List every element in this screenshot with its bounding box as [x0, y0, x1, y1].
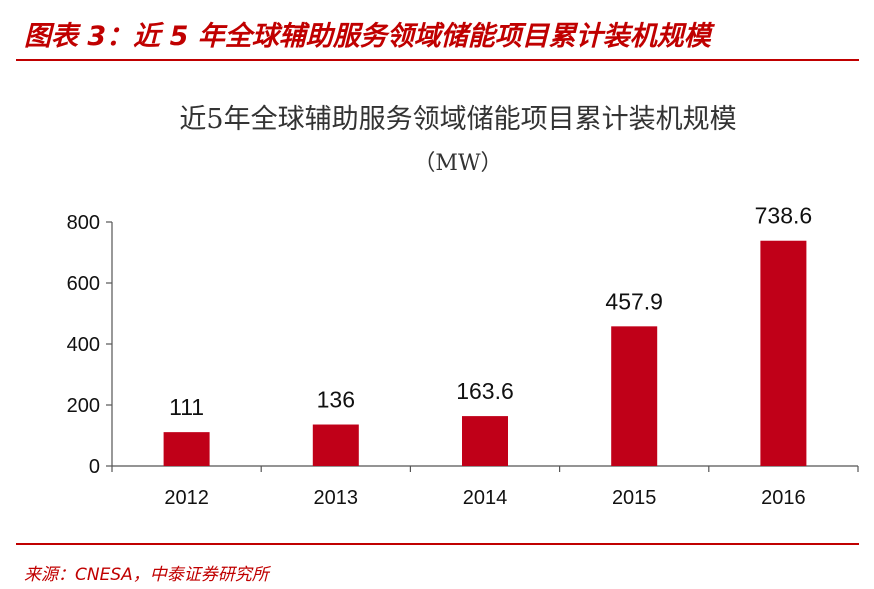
y-tick-label: 800: [67, 212, 100, 234]
bar-2016: [760, 240, 807, 466]
bar-2013: [312, 424, 359, 466]
x-tick-label-2013: 2013: [314, 487, 359, 509]
data-label-2015: 457.9: [605, 288, 663, 314]
title-rule: [16, 59, 859, 61]
y-tick-label: 200: [67, 395, 100, 417]
y-tick-label: 0: [89, 456, 100, 478]
source-note: 来源：CNESA，中泰证券研究所: [24, 565, 269, 585]
x-tick-label-2016: 2016: [761, 487, 806, 509]
figure-title: 图表 3：近 5 年全球辅助服务领域储能项目累计装机规模: [24, 21, 711, 52]
data-label-2014: 163.6: [456, 378, 514, 404]
y-tick-label: 600: [67, 273, 100, 295]
x-axis-ticks: 2012 2013 2014 2015 2016: [111, 466, 859, 509]
x-tick-label-2012: 2012: [164, 487, 209, 509]
data-label-2016: 738.6: [755, 203, 813, 229]
source-rule: [16, 543, 859, 545]
y-axis-ticks: 0 200 400 600 800: [67, 212, 112, 478]
data-label-2012: 111: [169, 394, 204, 420]
bar-2014: [462, 416, 508, 466]
data-label-2013: 136: [317, 387, 355, 413]
chart-title: 近5年全球辅助服务领域储能项目累计装机规模: [179, 104, 736, 135]
x-tick-label-2015: 2015: [612, 487, 657, 509]
chart-unit-label: （MW）: [413, 151, 502, 176]
bar-series: 111 136 163.6 457.9 738.6: [163, 203, 813, 466]
bar-2015: [611, 326, 658, 466]
x-tick-label-2014: 2014: [463, 487, 508, 509]
y-tick-label: 400: [67, 334, 100, 356]
bar-2012: [163, 432, 210, 466]
